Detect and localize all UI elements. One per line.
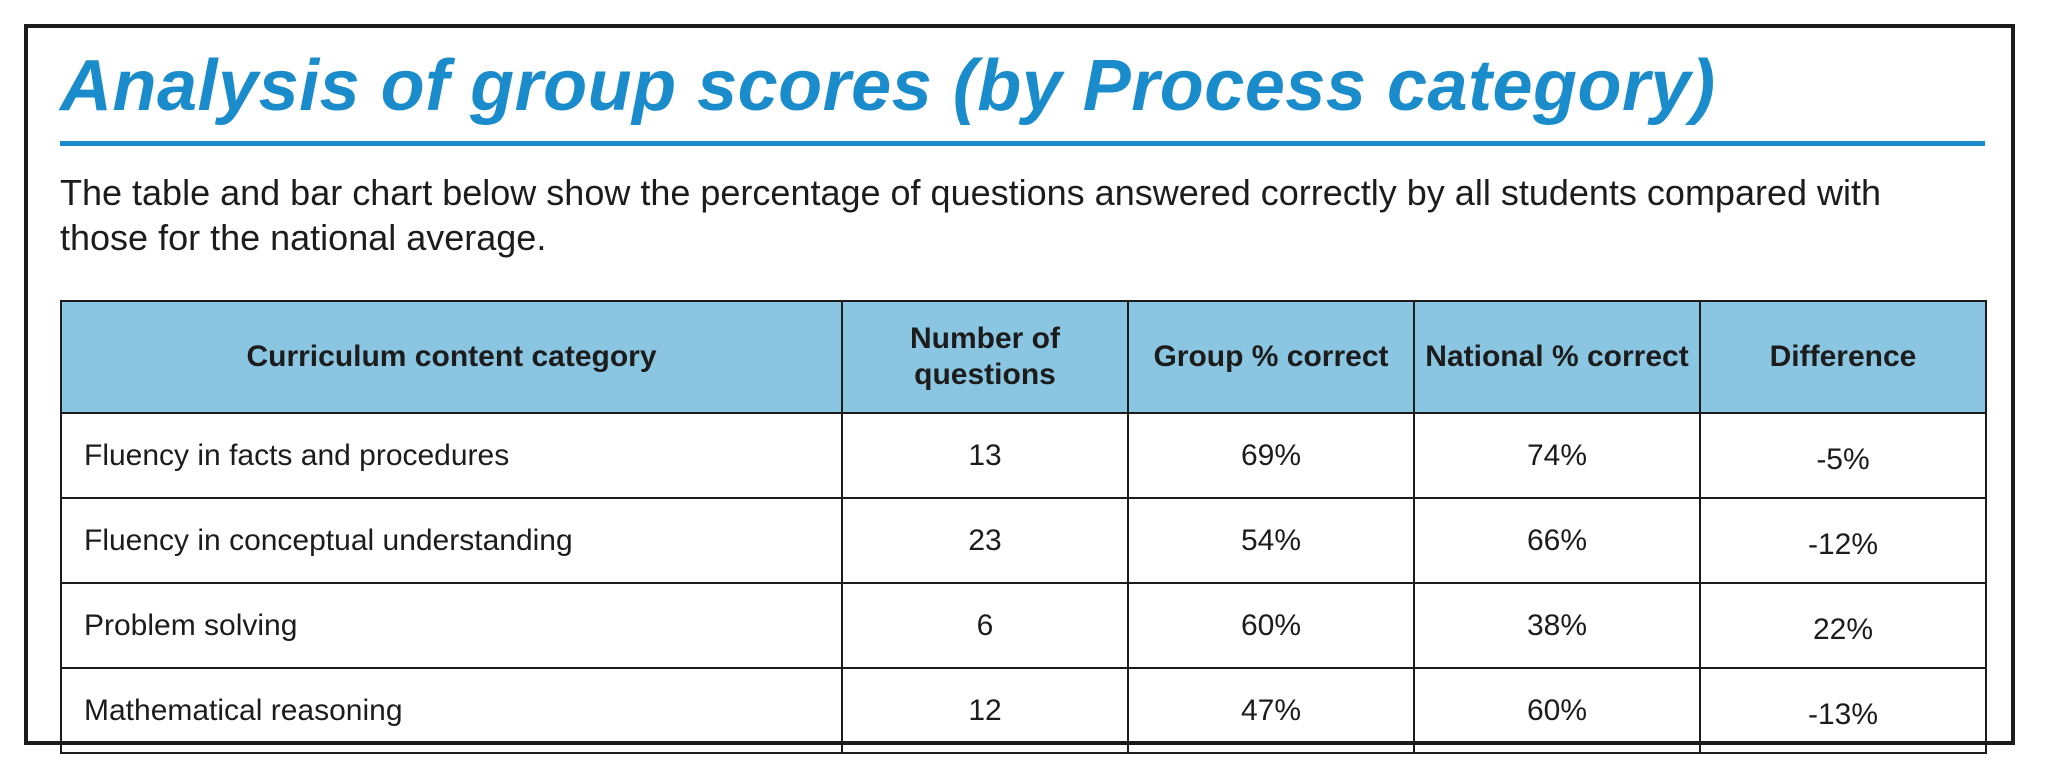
cell-national-correct: 60% <box>1413 667 1701 754</box>
cell-category: Fluency in facts and procedures <box>60 412 843 499</box>
header-national-correct: National % correct <box>1413 300 1701 414</box>
cell-difference: -12% <box>1699 497 1987 584</box>
cell-national-correct: 66% <box>1413 497 1701 584</box>
cell-questions: 12 <box>841 667 1129 754</box>
header-difference: Difference <box>1699 300 1987 414</box>
header-questions: Number of questions <box>841 300 1129 414</box>
table-row: Mathematical reasoning 12 47% 60% -13% <box>60 667 1987 754</box>
cell-difference: -13% <box>1699 667 1987 754</box>
cell-group-correct: 47% <box>1127 667 1415 754</box>
title-underline <box>60 141 1985 146</box>
cell-category: Problem solving <box>60 582 843 669</box>
cell-category: Fluency in conceptual understanding <box>60 497 843 584</box>
cell-difference: -5% <box>1699 412 1987 499</box>
cell-group-correct: 54% <box>1127 497 1415 584</box>
table-row: Fluency in facts and procedures 13 69% 7… <box>60 412 1987 499</box>
table-row: Problem solving 6 60% 38% 22% <box>60 582 1987 669</box>
cell-group-correct: 60% <box>1127 582 1415 669</box>
header-category: Curriculum content category <box>60 300 843 414</box>
cell-national-correct: 74% <box>1413 412 1701 499</box>
header-group-correct: Group % correct <box>1127 300 1415 414</box>
cell-category: Mathematical reasoning <box>60 667 843 754</box>
report-panel: Analysis of group scores (by Process cat… <box>24 24 2015 754</box>
table-header-row: Curriculum content category Number of qu… <box>60 300 1987 414</box>
page-title: Analysis of group scores (by Process cat… <box>60 46 1716 126</box>
cell-questions: 23 <box>841 497 1129 584</box>
cell-group-correct: 69% <box>1127 412 1415 499</box>
cell-national-correct: 38% <box>1413 582 1701 669</box>
cell-difference: 22% <box>1699 582 1987 669</box>
table-row: Fluency in conceptual understanding 23 5… <box>60 497 1987 584</box>
intro-paragraph: The table and bar chart below show the p… <box>60 172 1882 258</box>
cell-questions: 6 <box>841 582 1129 669</box>
cell-questions: 13 <box>841 412 1129 499</box>
scores-table: Curriculum content category Number of qu… <box>60 300 1987 754</box>
